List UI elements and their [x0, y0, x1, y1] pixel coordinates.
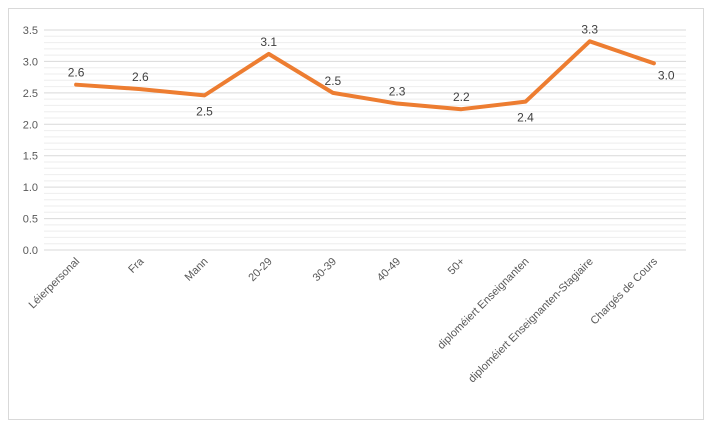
y-tick-label: 3.0 [23, 56, 38, 68]
gridlines [44, 29, 686, 251]
data-label: 2.5 [196, 104, 213, 118]
chart-frame [8, 8, 704, 420]
data-label: 3.3 [581, 22, 598, 36]
data-labels-group: 2.6 2.6 2.5 3.1 2.5 2.3 2.2 2.4 3.3 3.0 [68, 22, 675, 124]
y-tick-label: 2.0 [23, 119, 38, 131]
y-tick-label: 0.5 [23, 214, 38, 226]
y-tick-label: 0.0 [23, 245, 38, 257]
series-line [74, 39, 656, 112]
data-label: 3.1 [260, 35, 277, 49]
x-tick-label: diploméiert Enseignanten-Stagiaire [466, 256, 596, 386]
x-tick-label: Fra [126, 255, 147, 276]
x-tick-label: Chargés de Cours [588, 255, 660, 327]
y-tick-label: 1.5 [23, 151, 38, 163]
y-tick-label: 1.0 [23, 182, 38, 194]
y-tick-label: 2.5 [23, 88, 38, 100]
x-tick-label: 30-39 [311, 256, 339, 284]
y-axis-ticks: 0.0 0.5 1.0 1.5 2.0 2.5 3.0 3.5 [23, 25, 38, 257]
x-tick-label: 50+ [446, 256, 468, 278]
x-tick-label: Léierpersonal [27, 256, 83, 312]
x-tick-label: Mann [183, 256, 211, 284]
x-tick-label: 20-29 [246, 256, 274, 284]
data-label: 2.6 [68, 66, 85, 80]
data-label: 2.2 [453, 90, 470, 104]
data-label: 2.6 [132, 70, 149, 84]
x-axis-ticks: Léierpersonal Fra Mann 20-29 30-39 40-49 50+di… [27, 255, 661, 385]
data-label: 2.4 [517, 111, 534, 125]
data-label: 2.5 [325, 74, 342, 88]
series-group [74, 39, 656, 112]
data-label: 3.0 [658, 68, 675, 82]
y-tick-label: 3.5 [23, 25, 38, 37]
data-label: 2.3 [389, 85, 406, 99]
x-tick-label: 40-49 [375, 256, 403, 284]
